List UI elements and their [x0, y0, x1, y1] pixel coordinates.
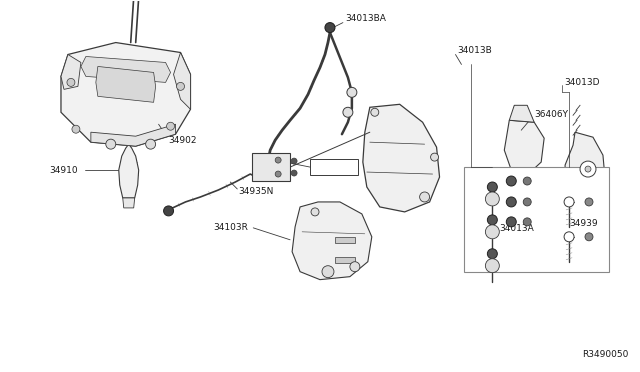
- Polygon shape: [509, 105, 534, 122]
- Bar: [335, 257, 355, 263]
- Circle shape: [67, 78, 75, 86]
- Circle shape: [166, 122, 175, 130]
- Bar: [501, 181, 519, 239]
- Circle shape: [420, 192, 429, 202]
- Circle shape: [585, 233, 593, 241]
- Text: 34013B: 34013B: [458, 46, 492, 55]
- Polygon shape: [61, 42, 191, 146]
- Polygon shape: [565, 132, 605, 199]
- Polygon shape: [81, 57, 171, 82]
- Text: R3490050: R3490050: [582, 350, 629, 359]
- Circle shape: [485, 225, 499, 239]
- Text: 34910: 34910: [49, 166, 77, 174]
- Polygon shape: [504, 120, 544, 175]
- Circle shape: [291, 158, 297, 164]
- Circle shape: [564, 197, 574, 207]
- Text: 36406Y: 36406Y: [534, 110, 568, 119]
- Text: 34013A: 34013A: [499, 224, 534, 233]
- Circle shape: [72, 125, 80, 133]
- Circle shape: [164, 206, 173, 216]
- Polygon shape: [292, 202, 372, 280]
- Polygon shape: [363, 104, 440, 212]
- Circle shape: [350, 262, 360, 272]
- Circle shape: [177, 82, 184, 90]
- Text: 34939: 34939: [569, 219, 598, 228]
- Circle shape: [485, 259, 499, 273]
- Polygon shape: [123, 198, 134, 208]
- Circle shape: [347, 87, 357, 97]
- Circle shape: [343, 107, 353, 117]
- Circle shape: [431, 153, 438, 161]
- Circle shape: [106, 139, 116, 149]
- Circle shape: [371, 108, 379, 116]
- Circle shape: [291, 170, 297, 176]
- Bar: [335, 237, 355, 243]
- Bar: [252, 153, 290, 181]
- Circle shape: [524, 177, 531, 185]
- Circle shape: [580, 161, 596, 177]
- Circle shape: [485, 192, 499, 206]
- Circle shape: [585, 166, 591, 172]
- Text: 34103R: 34103R: [213, 223, 248, 232]
- Text: 34013D: 34013D: [313, 163, 349, 171]
- Circle shape: [311, 208, 319, 216]
- Polygon shape: [119, 144, 139, 198]
- Polygon shape: [96, 67, 156, 102]
- Text: 34013BA: 34013BA: [345, 14, 386, 23]
- Circle shape: [564, 232, 574, 242]
- Circle shape: [506, 217, 516, 227]
- Polygon shape: [61, 54, 81, 89]
- Circle shape: [506, 197, 516, 207]
- Circle shape: [585, 198, 593, 206]
- Text: 34013D: 34013D: [564, 78, 600, 87]
- Circle shape: [506, 176, 516, 186]
- Circle shape: [146, 139, 156, 149]
- Circle shape: [325, 23, 335, 33]
- Circle shape: [524, 218, 531, 226]
- Circle shape: [275, 157, 281, 163]
- Polygon shape: [173, 52, 191, 109]
- Text: 34935N: 34935N: [238, 187, 274, 196]
- Polygon shape: [91, 124, 175, 146]
- Circle shape: [488, 215, 497, 225]
- Circle shape: [488, 182, 497, 192]
- Circle shape: [322, 266, 334, 278]
- Circle shape: [524, 198, 531, 206]
- Circle shape: [488, 249, 497, 259]
- Circle shape: [275, 171, 281, 177]
- Text: 34902: 34902: [168, 136, 197, 145]
- Bar: [310, 159, 358, 175]
- Bar: [465, 167, 609, 272]
